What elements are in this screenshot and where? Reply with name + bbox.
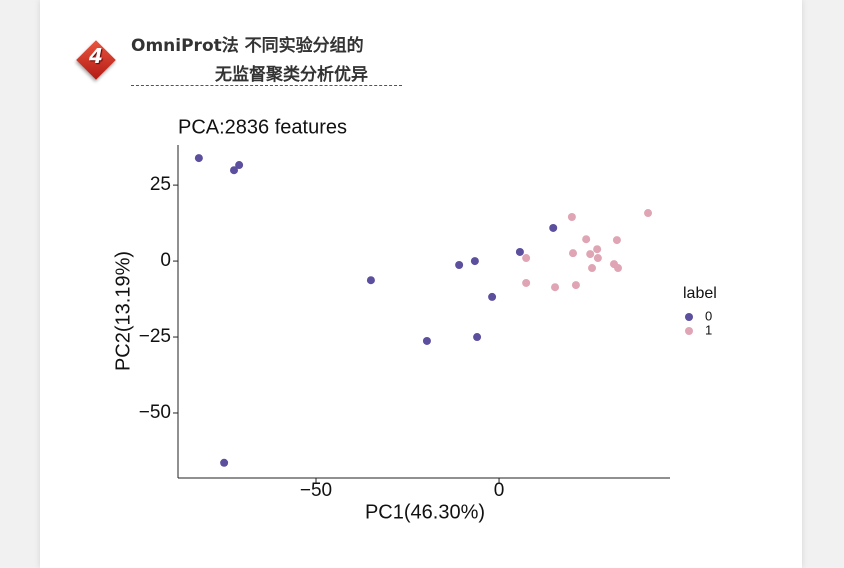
- point: [235, 161, 244, 170]
- point: [220, 458, 229, 467]
- chart-title: PCA:2836 features: [178, 116, 347, 138]
- heading: 无监督聚类分析优异: [215, 65, 368, 85]
- point: [644, 209, 653, 218]
- point: [230, 166, 239, 175]
- point: [455, 261, 464, 270]
- point: [567, 213, 576, 222]
- point: [194, 154, 203, 163]
- y-tick-label: 25: [150, 174, 171, 195]
- point: [473, 333, 482, 342]
- legend-marker: [685, 313, 693, 321]
- point: [586, 250, 595, 259]
- point: [614, 264, 623, 273]
- y-axis-label: PC2(13.19%): [112, 251, 134, 371]
- point: [551, 283, 560, 292]
- y-tick-label: −25: [139, 326, 171, 347]
- point: [522, 254, 531, 263]
- point: [522, 278, 531, 287]
- point: [568, 249, 577, 258]
- point: [588, 264, 597, 273]
- point: [612, 236, 621, 245]
- legend-title: label: [683, 285, 717, 302]
- heading: OmniProt法 不同实验分组的: [131, 36, 364, 56]
- point: [582, 235, 591, 244]
- point: [515, 247, 524, 256]
- point: [571, 281, 580, 290]
- legend-label: 0: [705, 308, 712, 323]
- legend-label: 1: [705, 322, 712, 337]
- y-tick-label: 0: [160, 250, 171, 271]
- point: [422, 336, 431, 345]
- point: [488, 292, 497, 301]
- badge-number: 4: [89, 44, 103, 68]
- point: [593, 254, 602, 263]
- x-axis-label: PC1(46.30%): [365, 501, 485, 523]
- point: [366, 276, 375, 285]
- legend-marker: [685, 327, 693, 335]
- x-tick-label: 0: [494, 480, 505, 501]
- chart-background: [113, 118, 727, 526]
- point: [593, 245, 602, 254]
- y-tick-label: −50: [139, 402, 171, 423]
- divider: [131, 85, 402, 86]
- x-tick-label: −50: [300, 480, 332, 501]
- point: [470, 257, 479, 266]
- point: [549, 223, 558, 232]
